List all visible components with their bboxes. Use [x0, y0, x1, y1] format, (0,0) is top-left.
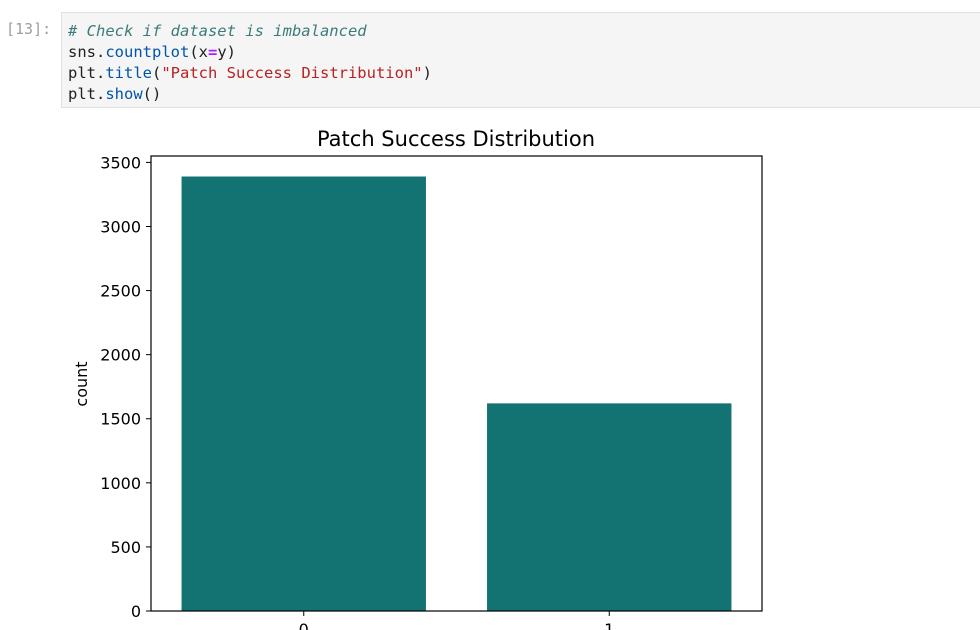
plot-frame [150, 155, 763, 612]
code-cell-input[interactable]: # Check if dataset is imbalanced sns.cou… [61, 12, 980, 108]
code-token: # Check if dataset is imbalanced [68, 22, 367, 40]
code-token: = [208, 43, 218, 61]
code-token: sns. [68, 43, 106, 61]
x-tick-label: 1 [604, 620, 614, 630]
code-token: plt. [68, 85, 106, 103]
cell-prompt: [13]: [6, 20, 52, 38]
y-tick-label: 3500 [100, 153, 141, 172]
bar-1 [487, 403, 732, 611]
code-token: ) [422, 64, 432, 82]
bar-0 [181, 176, 426, 611]
code-token: ( [152, 64, 162, 82]
y-axis-label: count [72, 361, 91, 406]
code-token: (x [189, 43, 208, 61]
code-token: countplot [105, 43, 190, 61]
countplot-chart: Patch Success Distribution 0 500 1000 1500 2… [72, 127, 763, 630]
x-tick-label: 0 [299, 620, 309, 630]
y-tick-label: 3000 [100, 217, 141, 236]
code-token: "Patch Success Distribution" [161, 64, 423, 82]
code-token: plt. [68, 64, 106, 82]
y-tick-label: 0 [131, 602, 141, 621]
y-tick-label: 2000 [100, 346, 141, 365]
code-editor[interactable]: # Check if dataset is imbalanced sns.cou… [68, 21, 432, 105]
y-tick-label: 500 [110, 538, 141, 557]
chart-title: Patch Success Distribution [317, 127, 595, 151]
y-tick-label: 2500 [100, 282, 141, 301]
code-token: y) [217, 43, 237, 61]
code-token: () [142, 85, 162, 103]
y-tick-label: 1500 [100, 410, 141, 429]
y-tick-label: 1000 [100, 474, 141, 493]
code-token: title [105, 64, 152, 82]
code-token: show [105, 85, 143, 103]
